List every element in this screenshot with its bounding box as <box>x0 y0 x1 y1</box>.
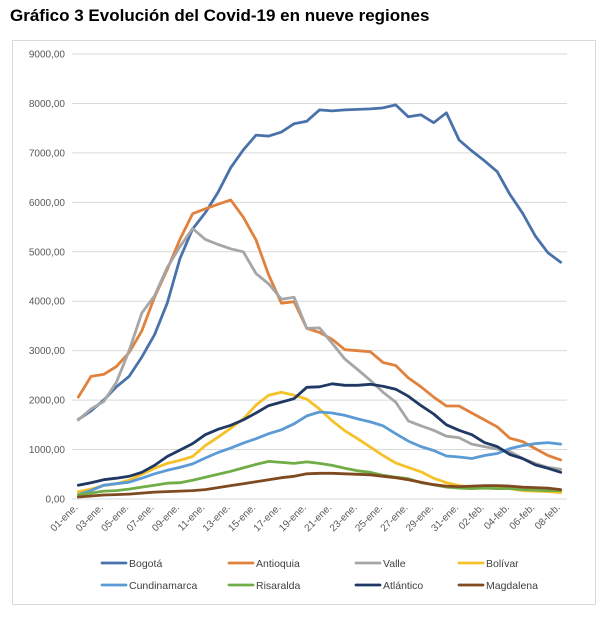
y-tick-label: 8000,00 <box>29 99 66 110</box>
legend-label: Valle <box>383 558 406 570</box>
y-tick-label: 5000,00 <box>29 247 66 258</box>
series-line-valle <box>76 227 563 471</box>
series-line-cundinamarca <box>76 410 563 497</box>
y-tick-label: 9000,00 <box>29 50 66 61</box>
y-tick-label: 6000,00 <box>29 198 66 209</box>
series-line-bogotá <box>76 103 563 421</box>
x-tick-label: 02-feb. <box>457 502 487 532</box>
series-line-magdalena <box>76 471 563 499</box>
y-tick-label: 0,00 <box>46 495 66 506</box>
legend-label: Magdalena <box>486 580 538 592</box>
x-tick-label: 08-feb. <box>533 502 563 532</box>
y-axis-ticks: 0,00 1000,00 2000,00 3000,00 4000,00 5000,00 6… <box>29 50 66 506</box>
x-tick-label: 04-feb. <box>482 502 512 532</box>
y-tick-label: 4000,00 <box>29 297 66 308</box>
legend-label: Atlántico <box>383 580 423 592</box>
series-line-atlántico <box>76 382 563 487</box>
x-tick-label: 09-ene. <box>150 502 182 534</box>
x-tick-label: 05-ene. <box>99 502 131 534</box>
legend-label: Cundinamarca <box>129 580 197 592</box>
x-tick-label: 31-ene. <box>429 502 461 534</box>
y-tick-label: 2000,00 <box>29 396 66 407</box>
y-tick-label: 1000,00 <box>29 445 66 456</box>
x-tick-label: 06-feb. <box>508 502 538 532</box>
gridlines <box>72 53 567 500</box>
legend-label: Antioquia <box>256 558 300 570</box>
chart-title: Gráfico 3 Evolución del Covid-19 en nuev… <box>10 6 430 25</box>
legend-label: Bolívar <box>486 558 519 570</box>
series-line-risaralda <box>76 459 563 497</box>
x-tick-label: 25-ene. <box>353 502 385 534</box>
x-axis-ticks: 01-ene.03-ene.05-ene.07-ene.09-ene.11-en… <box>49 502 563 534</box>
y-tick-label: 7000,00 <box>29 148 66 159</box>
y-tick-label: 3000,00 <box>29 346 66 357</box>
x-tick-label: 15-ene. <box>226 502 258 534</box>
legend-label: Risaralda <box>256 580 301 592</box>
legend-label: Bogotá <box>129 558 162 570</box>
series-lines <box>76 103 563 499</box>
legend: Bogotá Antioquia Valle Bolívar Cundinamarca R… <box>100 558 538 592</box>
chart-frame <box>12 40 596 605</box>
